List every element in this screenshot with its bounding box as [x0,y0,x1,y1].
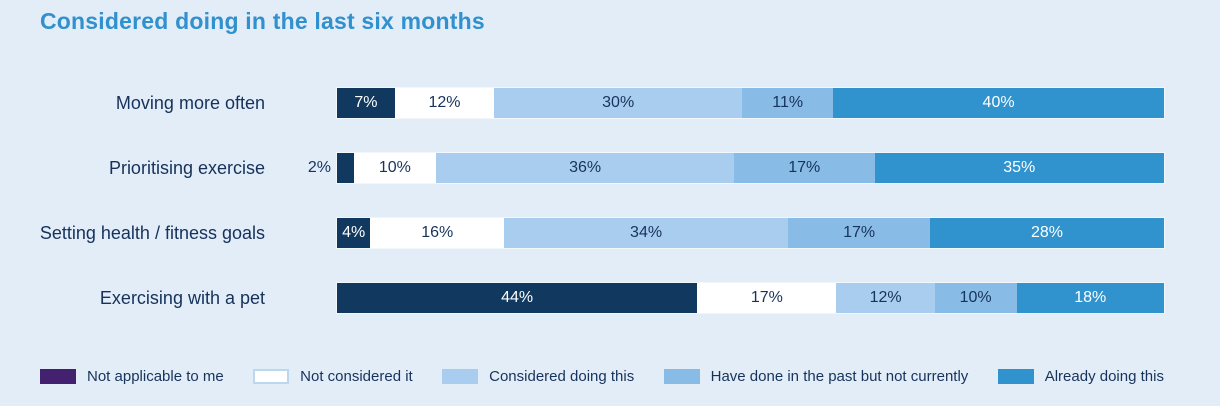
segment-value-label: 12% [869,289,902,306]
legend-label: Have done in the past but not currently [710,368,969,385]
category-label: Setting health / fitness goals [39,223,265,243]
stacked-bar: 10% 36% 17% 35% [337,153,1164,183]
chart-row: Setting health / fitness goals 4% 16% 34% 17… [0,218,1220,248]
segment-value-label: 10% [959,289,992,306]
legend-item: Not applicable to me [40,368,224,385]
segment-value-label: 17% [750,289,783,306]
segment-value-label: 36% [569,159,602,176]
segment-value-label: 17% [843,224,876,241]
segment-value-label-outside: 2% [307,159,331,176]
bar-segment: 12% [836,283,935,313]
segment-value-label: 44% [501,289,534,306]
stacked-bar: 7% 12% 30% 11% 40% [337,88,1164,118]
legend-item: Already doing this [997,368,1164,385]
bar-segment: 16% [370,218,505,248]
stacked-bar: 4% 16% 34% 17% 28% [337,218,1164,248]
chart-row: Prioritising exercise 2% 10% 36% 17% 35% [0,153,1220,183]
category-label: Prioritising exercise [108,158,265,178]
legend-label: Already doing this [1044,368,1164,385]
segment-value-label: 17% [788,159,821,176]
bar-segment: 28% [930,218,1164,248]
category-label: Moving more often [115,93,265,113]
bar-segment: 10% [934,283,1017,313]
segment-value-label: 28% [1031,224,1064,241]
legend-item: Have done in the past but not currently [663,368,969,385]
chart-row: Exercising with a pet 44% 17% 12% 10% 18% [0,283,1220,313]
bar-segment: 10% [353,153,437,183]
chart-row: Moving more often 7% 12% 30% 11% 40% [0,88,1220,118]
segment-value-label: 16% [421,224,454,241]
legend-swatch [663,369,700,384]
bar-segment: 17% [733,153,875,183]
bars-area: Moving more often 7% 12% 30% 11% 40% Prioritis… [0,88,1220,313]
bar-segment: 36% [436,153,734,183]
bar-segment: 12% [394,88,495,118]
segment-value-label: 30% [602,94,635,111]
bar-segment: 7% [337,88,395,118]
legend-swatch [997,369,1034,384]
category-label: Exercising with a pet [99,288,265,308]
bar-segment: 17% [788,218,931,248]
bar-segment: 18% [1016,283,1164,313]
legend: Not applicable to me Not considered it Con… [40,368,1164,385]
bar-segment: 35% [874,153,1164,183]
bar-segment: 44% [337,283,698,313]
bar-segment: 4% [337,218,371,248]
segment-value-label: 18% [1074,289,1107,306]
segment-value-label: 7% [354,94,378,111]
segment-value-label: 12% [428,94,461,111]
bar-segment [337,153,354,183]
legend-label: Not considered it [300,368,413,385]
legend-label: Considered doing this [489,368,635,385]
segment-value-label: 34% [630,224,663,241]
bar-segment: 11% [742,88,834,118]
bar-segment: 30% [494,88,743,118]
segment-value-label: 10% [378,159,411,176]
legend-swatch [442,369,479,384]
legend-item: Not considered it [253,368,413,385]
segment-value-label: 4% [342,224,366,241]
stacked-bar: 44% 17% 12% 10% 18% [337,283,1164,313]
bar-segment: 17% [697,283,837,313]
bar-segment: 40% [833,88,1164,118]
legend-swatch [40,369,76,384]
segment-value-label: 35% [1003,159,1036,176]
segment-value-label: 11% [772,94,804,111]
chart-title: Considered doing in the last six months [40,8,485,34]
segment-value-label: 40% [982,94,1015,111]
legend-label: Not applicable to me [87,368,224,385]
legend-swatch [253,369,290,384]
legend-item: Considered doing this [442,368,634,385]
bar-segment: 34% [504,218,789,248]
